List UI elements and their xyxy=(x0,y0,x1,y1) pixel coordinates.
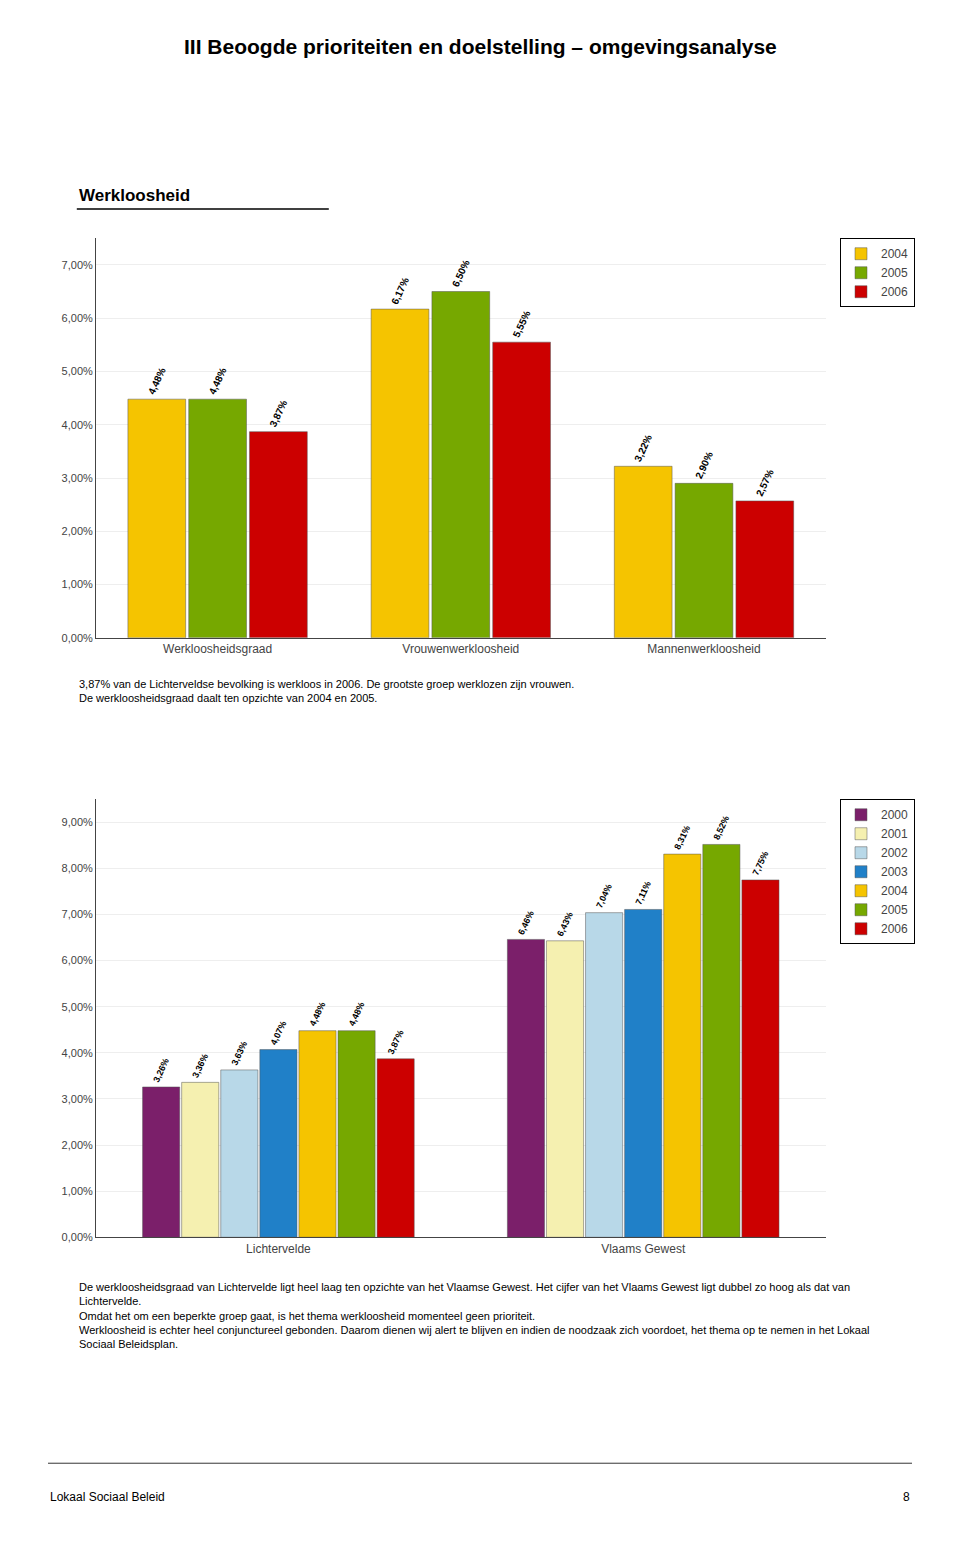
svg-text:2006: 2006 xyxy=(881,922,908,936)
svg-text:Werkloosheid: Werkloosheid xyxy=(79,186,190,205)
svg-text:3,87%: 3,87% xyxy=(386,1028,406,1055)
svg-text:Vrouwenwerkloosheid: Vrouwenwerkloosheid xyxy=(402,642,519,656)
svg-text:1,00%: 1,00% xyxy=(62,578,93,590)
svg-text:4,07%: 4,07% xyxy=(268,1019,288,1046)
svg-text:3,26%: 3,26% xyxy=(151,1057,171,1084)
svg-text:4,00%: 4,00% xyxy=(62,419,93,431)
svg-text:2004: 2004 xyxy=(881,247,908,261)
svg-text:6,00%: 6,00% xyxy=(62,954,93,966)
svg-text:2,00%: 2,00% xyxy=(62,1139,93,1151)
svg-text:7,04%: 7,04% xyxy=(594,882,614,909)
svg-text:2003: 2003 xyxy=(881,865,908,879)
svg-text:2005: 2005 xyxy=(881,266,908,280)
svg-text:3,87%: 3,87% xyxy=(267,398,289,428)
svg-text:3,22%: 3,22% xyxy=(632,433,654,463)
svg-text:3,63%: 3,63% xyxy=(229,1040,249,1067)
svg-text:2004: 2004 xyxy=(881,884,908,898)
svg-text:III Beoogde prioriteiten en do: III Beoogde prioriteiten en doelstelling… xyxy=(184,35,777,58)
svg-text:3,87% van de Lichterveldse bev: 3,87% van de Lichterveldse bevolking is … xyxy=(79,678,574,704)
svg-text:4,48%: 4,48% xyxy=(347,1000,367,1027)
svg-text:6,43%: 6,43% xyxy=(555,910,575,937)
svg-text:1,00%: 1,00% xyxy=(62,1185,93,1197)
svg-text:4,48%: 4,48% xyxy=(308,1000,328,1027)
svg-text:2,00%: 2,00% xyxy=(62,525,93,537)
svg-text:0,00%: 0,00% xyxy=(62,1231,93,1243)
svg-text:Lichtervelde: Lichtervelde xyxy=(246,1242,311,1256)
svg-text:3,36%: 3,36% xyxy=(190,1052,210,1079)
svg-text:De werkloosheidsgraad van Lich: De werkloosheidsgraad van Lichtervelde l… xyxy=(79,1281,869,1350)
svg-text:6,50%: 6,50% xyxy=(450,258,472,288)
svg-text:8: 8 xyxy=(903,1490,910,1504)
svg-text:2,90%: 2,90% xyxy=(693,450,715,480)
svg-text:7,11%: 7,11% xyxy=(633,880,653,907)
svg-text:5,00%: 5,00% xyxy=(62,365,93,377)
svg-text:Werkloosheidsgraad: Werkloosheidsgraad xyxy=(163,642,272,656)
svg-text:9,00%: 9,00% xyxy=(62,816,93,828)
svg-text:7,00%: 7,00% xyxy=(62,908,93,920)
svg-text:8,31%: 8,31% xyxy=(672,824,692,851)
svg-text:2001: 2001 xyxy=(881,827,908,841)
svg-text:4,00%: 4,00% xyxy=(62,1047,93,1059)
svg-text:Lokaal Sociaal Beleid: Lokaal Sociaal Beleid xyxy=(50,1490,165,1504)
svg-text:4,48%: 4,48% xyxy=(207,366,229,396)
svg-text:Mannenwerkloosheid: Mannenwerkloosheid xyxy=(647,642,760,656)
svg-text:0,00%: 0,00% xyxy=(62,632,93,644)
svg-text:2,57%: 2,57% xyxy=(754,467,776,497)
svg-text:2000: 2000 xyxy=(881,808,908,822)
svg-text:3,00%: 3,00% xyxy=(62,472,93,484)
svg-text:8,52%: 8,52% xyxy=(711,814,731,841)
svg-text:3,00%: 3,00% xyxy=(62,1093,93,1105)
svg-text:Vlaams Gewest: Vlaams Gewest xyxy=(601,1242,686,1256)
svg-text:6,17%: 6,17% xyxy=(389,276,411,306)
svg-text:7,75%: 7,75% xyxy=(751,850,771,877)
svg-text:5,00%: 5,00% xyxy=(62,1001,93,1013)
svg-text:7,00%: 7,00% xyxy=(62,259,93,271)
svg-text:2006: 2006 xyxy=(881,285,908,299)
svg-text:2005: 2005 xyxy=(881,903,908,917)
svg-text:5,55%: 5,55% xyxy=(511,309,533,339)
svg-text:6,46%: 6,46% xyxy=(516,909,536,936)
svg-text:6,00%: 6,00% xyxy=(62,312,93,324)
svg-text:4,48%: 4,48% xyxy=(146,366,168,396)
svg-text:8,00%: 8,00% xyxy=(62,862,93,874)
svg-text:2002: 2002 xyxy=(881,846,908,860)
